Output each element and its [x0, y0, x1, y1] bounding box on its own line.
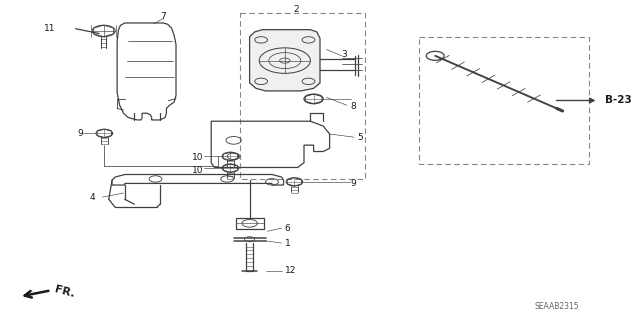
Text: 9: 9 [350, 179, 356, 188]
Text: 6: 6 [285, 224, 291, 233]
Text: FR.: FR. [53, 285, 76, 300]
Bar [240, 13, 365, 179]
Text: 2: 2 [293, 5, 298, 14]
Text: 12: 12 [285, 266, 296, 275]
Text: B-23: B-23 [605, 95, 632, 106]
Bar [236, 218, 264, 229]
Text: 7: 7 [161, 12, 166, 21]
Text: 1: 1 [285, 239, 291, 248]
Text: 9: 9 [77, 130, 83, 138]
Text: 5: 5 [357, 133, 363, 142]
Text: 10: 10 [192, 166, 204, 175]
Text: 10: 10 [192, 153, 204, 162]
PathPatch shape [250, 30, 320, 91]
Bar [419, 37, 589, 164]
Text: 4: 4 [89, 193, 95, 202]
Text: 8: 8 [351, 102, 356, 111]
Text: SEAAB2315: SEAAB2315 [534, 302, 579, 311]
Text: 3: 3 [342, 50, 348, 59]
Text: 11: 11 [44, 24, 56, 33]
